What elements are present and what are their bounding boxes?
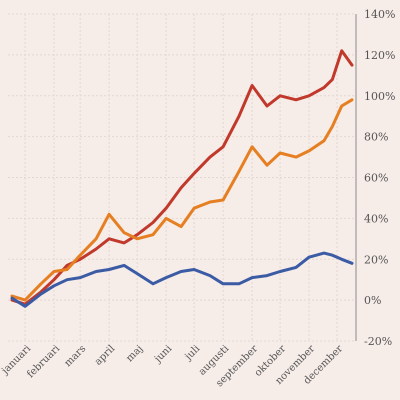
y-tick-label: 140% <box>364 8 395 21</box>
series-line-1 <box>10 49 354 306</box>
series-lines <box>10 49 354 308</box>
series-line-3 <box>10 251 354 308</box>
y-tick-label: -20% <box>364 335 392 348</box>
grid-lines <box>8 13 356 342</box>
y-tick-label: 120% <box>364 49 395 62</box>
y-tick-label: 60% <box>364 172 388 185</box>
x-tick-label: juni <box>152 343 174 365</box>
x-tick-label: april <box>93 343 117 367</box>
y-axis-ticks: -20% 0% 20% 40% 60% 80% 100% 120% 140% <box>364 8 395 348</box>
y-tick-label: 0% <box>364 294 381 307</box>
series-line-2 <box>10 98 354 302</box>
x-tick-label: juli <box>183 343 203 363</box>
y-tick-label: 100% <box>364 90 395 103</box>
x-tick-label: mars <box>63 343 89 369</box>
x-tick-label: maj <box>124 343 145 364</box>
x-grid-lines <box>24 14 338 341</box>
y-tick-label: 20% <box>364 253 388 266</box>
y-tick-label: 40% <box>364 212 388 225</box>
y-tick-label: 80% <box>364 131 388 144</box>
